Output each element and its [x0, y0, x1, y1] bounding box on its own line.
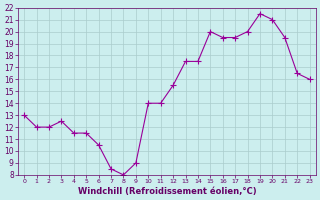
X-axis label: Windchill (Refroidissement éolien,°C): Windchill (Refroidissement éolien,°C)	[77, 187, 256, 196]
